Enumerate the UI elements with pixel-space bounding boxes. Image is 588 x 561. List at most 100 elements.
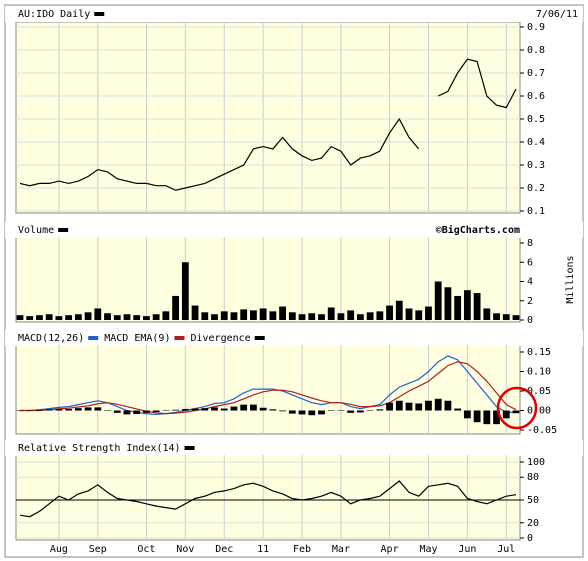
date-label: 7/06/11 — [536, 9, 578, 20]
bar — [376, 409, 384, 411]
panel — [15, 454, 521, 541]
x-tick-label: Oct — [137, 544, 155, 555]
bar — [104, 410, 111, 411]
bar — [415, 310, 423, 320]
bar — [347, 410, 355, 413]
bar — [463, 410, 471, 419]
bar — [366, 410, 374, 411]
y-tick-label: 0 — [527, 315, 533, 326]
legend-swatch — [58, 228, 69, 232]
bar — [152, 410, 160, 413]
bar — [337, 313, 345, 320]
bar — [133, 315, 141, 320]
bar — [259, 308, 267, 320]
bar — [191, 305, 199, 320]
bar — [463, 290, 471, 320]
x-tick-label: Nov — [176, 544, 194, 555]
bar — [45, 409, 53, 411]
bar — [181, 262, 189, 320]
x-tick-label: Jun — [458, 544, 476, 555]
bar — [444, 400, 452, 411]
header-band — [5, 440, 583, 456]
header-band — [5, 6, 583, 22]
y-tick-label: -0.05 — [527, 425, 557, 436]
bar — [45, 314, 53, 320]
bar — [84, 312, 92, 320]
bar — [405, 402, 413, 411]
bar — [181, 408, 189, 411]
bar — [386, 402, 393, 411]
bar — [113, 315, 121, 320]
x-tick-label: Jul — [497, 544, 515, 555]
bar — [220, 311, 228, 320]
bar — [415, 403, 423, 411]
bar — [493, 410, 500, 425]
bar — [279, 306, 286, 320]
bar — [405, 308, 413, 320]
bar — [162, 311, 170, 320]
bar — [26, 410, 34, 411]
bar — [512, 315, 520, 320]
bar — [94, 407, 102, 411]
bar — [211, 407, 218, 411]
y-tick-label: 0.10 — [527, 367, 551, 378]
bar — [230, 312, 238, 320]
panel-title: Volume — [18, 225, 54, 236]
bar — [65, 315, 73, 320]
y-tick-label: 0.8 — [527, 45, 545, 56]
y-tick-label: 6 — [527, 257, 533, 268]
bar — [36, 409, 43, 411]
bar — [16, 315, 24, 320]
y-tick-label: 4 — [527, 277, 533, 288]
bar — [230, 406, 238, 411]
bar — [473, 410, 481, 423]
y-tick-label: 0.4 — [527, 137, 545, 148]
legend-label: Divergence — [190, 333, 250, 344]
bar — [318, 410, 325, 415]
bar — [143, 316, 150, 320]
bar — [337, 410, 345, 411]
y-tick-label: 80 — [527, 472, 539, 483]
y-tick-label: 0.3 — [527, 160, 545, 171]
bar — [240, 309, 248, 320]
bar — [259, 407, 267, 411]
legend-label: MACD EMA(9) — [104, 333, 170, 344]
panel-title: Relative Strength Index(14) — [18, 443, 181, 454]
x-tick-label: Mar — [332, 544, 350, 555]
bar — [327, 410, 335, 411]
bar — [269, 311, 277, 320]
panel-title: AU:IDO Daily — [18, 9, 90, 20]
legend-swatch — [184, 446, 195, 450]
bar — [123, 314, 131, 320]
bar — [454, 408, 462, 411]
y-tick-label: 0.7 — [527, 68, 545, 79]
bar — [308, 313, 316, 320]
bar — [376, 311, 384, 320]
bar — [65, 408, 73, 411]
y-tick-label: 0.2 — [527, 183, 545, 194]
bar — [493, 313, 500, 320]
x-tick-label: Dec — [215, 544, 233, 555]
y-tick-label: 0.5 — [527, 114, 545, 125]
bar — [84, 407, 92, 411]
bar — [298, 314, 306, 320]
bar — [483, 308, 491, 320]
bar — [327, 307, 335, 320]
bar — [172, 409, 180, 411]
bar — [434, 281, 442, 320]
bar — [502, 314, 510, 320]
bar — [473, 293, 481, 320]
header-band — [5, 222, 583, 238]
y-tick-label: 0.6 — [527, 91, 545, 102]
bar — [240, 404, 248, 411]
y-axis-label: Millions — [565, 255, 576, 303]
bar — [318, 314, 325, 320]
bar — [483, 410, 491, 425]
y-tick-label: 0.9 — [527, 22, 545, 33]
bar — [298, 410, 306, 415]
bar — [356, 314, 364, 320]
bar — [434, 398, 442, 411]
bar — [386, 305, 393, 320]
bar — [113, 410, 121, 413]
bar — [444, 287, 452, 320]
